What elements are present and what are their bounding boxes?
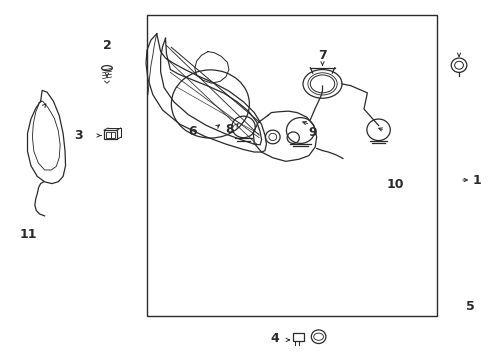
Bar [293, 333, 304, 341]
Bar [111, 132, 115, 138]
Bar [104, 130, 117, 139]
Text: 7: 7 [318, 49, 326, 62]
Bar [147, 15, 436, 316]
Text: 3: 3 [74, 129, 82, 142]
Text: 9: 9 [307, 126, 316, 139]
Text: 2: 2 [102, 39, 111, 52]
Text: 10: 10 [386, 178, 404, 191]
Text: 1: 1 [472, 174, 481, 186]
Text: 5: 5 [466, 300, 474, 313]
Text: 8: 8 [224, 123, 233, 136]
Text: 4: 4 [270, 332, 279, 345]
Text: 6: 6 [188, 125, 196, 138]
Text: 11: 11 [19, 228, 37, 241]
Bar [106, 132, 111, 138]
